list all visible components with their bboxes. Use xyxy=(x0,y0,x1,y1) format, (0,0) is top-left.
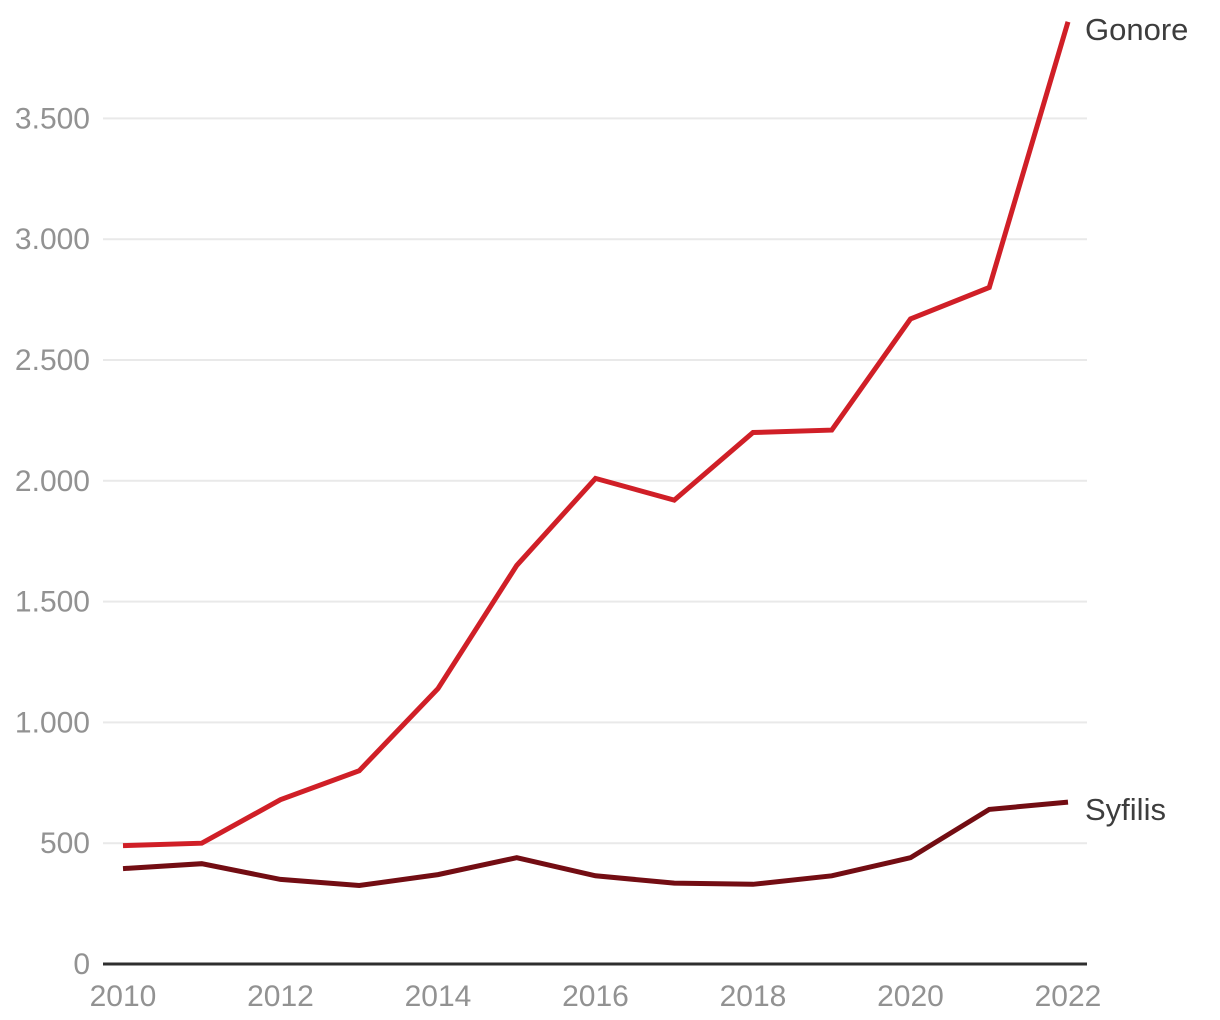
series-line-syfilis xyxy=(122,799,1069,889)
x-axis-tick-labels: 2010 2012 2014 2016 2018 2020 2022 xyxy=(90,980,1102,1013)
series-label-syfilis: Syfilis xyxy=(1085,792,1166,828)
y-tick-label: 500 xyxy=(40,827,90,860)
x-tick-label: 2018 xyxy=(720,980,787,1013)
x-tick-label: 2010 xyxy=(90,980,157,1013)
x-tick-label: 2016 xyxy=(562,980,629,1013)
y-tick-label: 1.000 xyxy=(15,706,90,739)
y-tick-label: 2.500 xyxy=(15,344,90,377)
y-axis-tick-labels: 0 500 1.000 1.500 2.000 2.500 3.000 3.500 xyxy=(15,102,90,981)
y-tick-label: 3.500 xyxy=(15,102,90,135)
series-lines xyxy=(122,21,1071,889)
series-line-gonore xyxy=(122,21,1071,849)
y-tick-label: 1.500 xyxy=(15,586,90,619)
x-tick-label: 2020 xyxy=(877,980,944,1013)
y-tick-label: 3.000 xyxy=(15,223,90,256)
x-tick-label: 2012 xyxy=(247,980,314,1013)
series-label-gonore: Gonore xyxy=(1085,11,1189,47)
gridlines xyxy=(103,117,1087,845)
y-tick-label: 0 xyxy=(73,948,90,981)
x-tick-label: 2022 xyxy=(1035,980,1102,1013)
x-tick-label: 2014 xyxy=(405,980,472,1013)
y-tick-label: 2.000 xyxy=(15,465,90,498)
